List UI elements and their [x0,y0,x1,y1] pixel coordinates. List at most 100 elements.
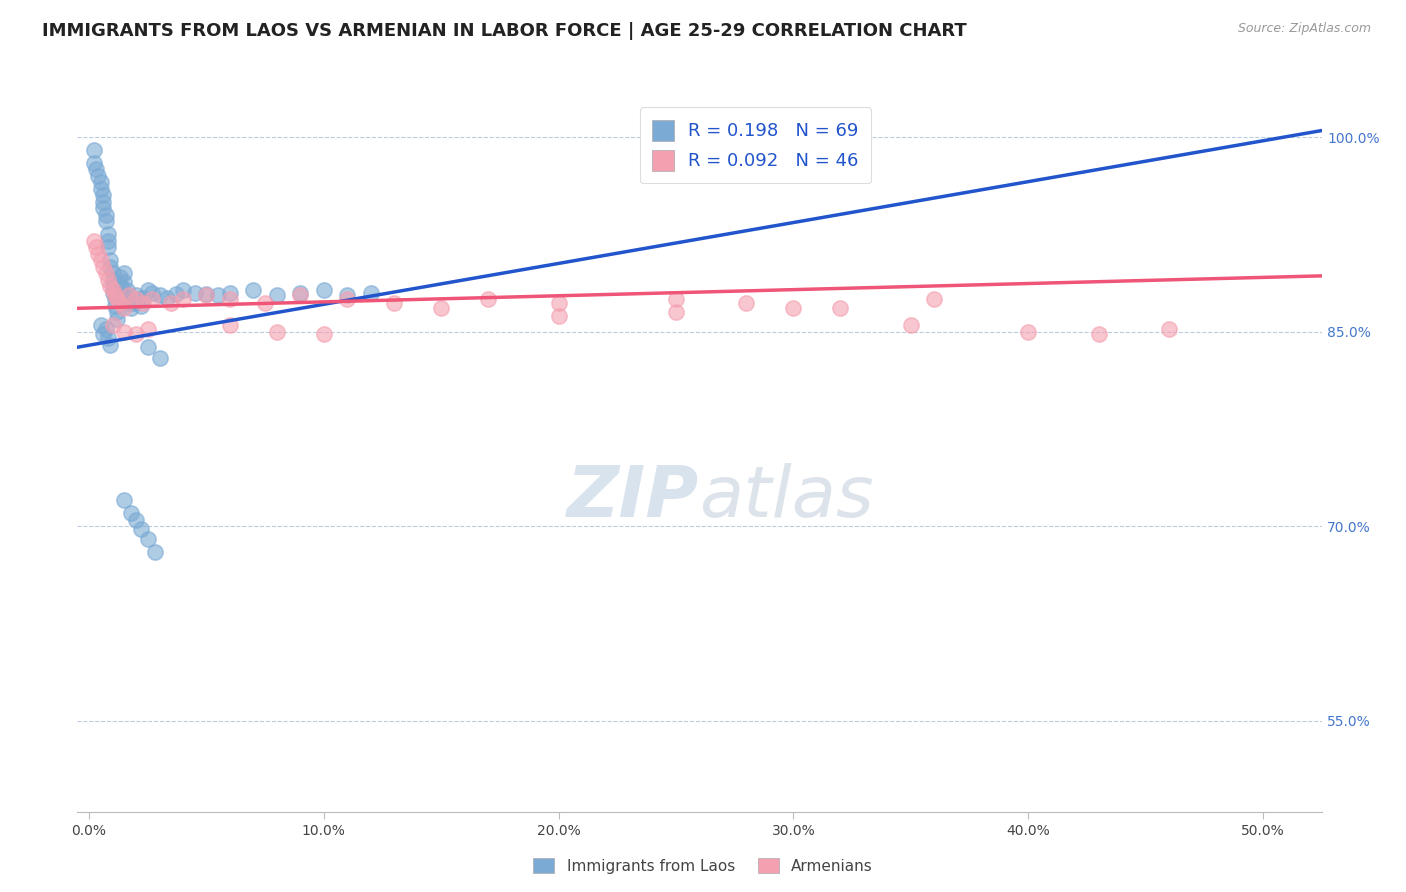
Point [219,318,242,333]
Point [90,176,112,190]
Point [148,351,170,365]
Point [782,301,804,316]
Point [112,276,135,290]
Point [195,288,218,302]
Point [108,296,131,310]
Point [105,305,128,319]
Point [360,285,382,300]
Point [125,327,148,342]
Point [266,325,288,339]
Point [312,327,335,342]
Point [91,188,114,202]
Point [1017,325,1039,339]
Text: ZIP: ZIP [567,463,700,533]
Point [1087,327,1109,342]
Point [136,533,159,547]
Point [922,292,945,306]
Point [136,322,159,336]
Point [160,296,183,310]
Point [83,156,105,170]
Point [97,227,120,242]
Point [101,273,124,287]
Point [87,169,110,183]
Point [219,292,242,306]
Point [84,240,107,254]
Point [98,337,121,351]
Point [165,287,187,301]
Point [98,279,121,293]
Point [129,299,152,313]
Point [125,513,148,527]
Point [115,283,138,297]
Point [115,291,138,305]
Point [108,270,131,285]
Point [172,283,194,297]
Point [382,296,405,310]
Point [94,214,117,228]
Point [105,292,128,306]
Point [108,277,131,291]
Point [143,545,166,559]
Point [97,331,120,345]
Point [112,325,135,339]
Point [101,266,124,280]
Point [141,292,163,306]
Point [336,292,359,306]
Point [87,247,110,261]
Point [242,283,264,297]
Point [83,143,105,157]
Point [148,288,170,302]
Point [136,283,159,297]
Point [547,309,569,323]
Point [97,234,120,248]
Point [84,162,107,177]
Point [91,202,114,216]
Point [98,260,121,274]
Point [90,318,112,333]
Text: IMMIGRANTS FROM LAOS VS ARMENIAN IN LABOR FORCE | AGE 25-29 CORRELATION CHART: IMMIGRANTS FROM LAOS VS ARMENIAN IN LABO… [42,22,967,40]
Point [101,285,124,300]
Point [101,318,124,333]
Point [290,288,312,302]
Text: Source: ZipAtlas.com: Source: ZipAtlas.com [1237,22,1371,36]
Point [735,296,758,310]
Point [120,506,142,520]
Point [90,253,112,268]
Point [94,322,117,336]
Point [91,327,114,342]
Point [98,253,121,268]
Point [97,240,120,254]
Legend: R = 0.198   N = 69, R = 0.092   N = 46: R = 0.198 N = 69, R = 0.092 N = 46 [640,107,872,183]
Point [111,282,134,296]
Point [665,292,688,306]
Point [94,208,117,222]
Point [94,266,117,280]
Text: atlas: atlas [700,463,875,533]
Point [172,292,194,306]
Point [122,296,145,310]
Point [141,285,163,300]
Point [183,285,205,300]
Point [112,301,135,316]
Point [430,301,453,316]
Point [101,283,124,297]
Legend: Immigrants from Laos, Armenians: Immigrants from Laos, Armenians [527,852,879,880]
Point [136,340,159,354]
Point [155,291,177,305]
Point [477,292,499,306]
Point [120,301,142,316]
Point [112,266,135,280]
Point [83,234,105,248]
Point [91,260,114,274]
Point [104,288,127,302]
Point [132,291,155,305]
Point [111,288,134,302]
Point [547,296,569,310]
Point [127,292,149,306]
Point [91,194,114,209]
Point [336,288,359,302]
Point [1157,322,1180,336]
Point [118,288,141,302]
Point [125,292,148,306]
Point [90,182,112,196]
